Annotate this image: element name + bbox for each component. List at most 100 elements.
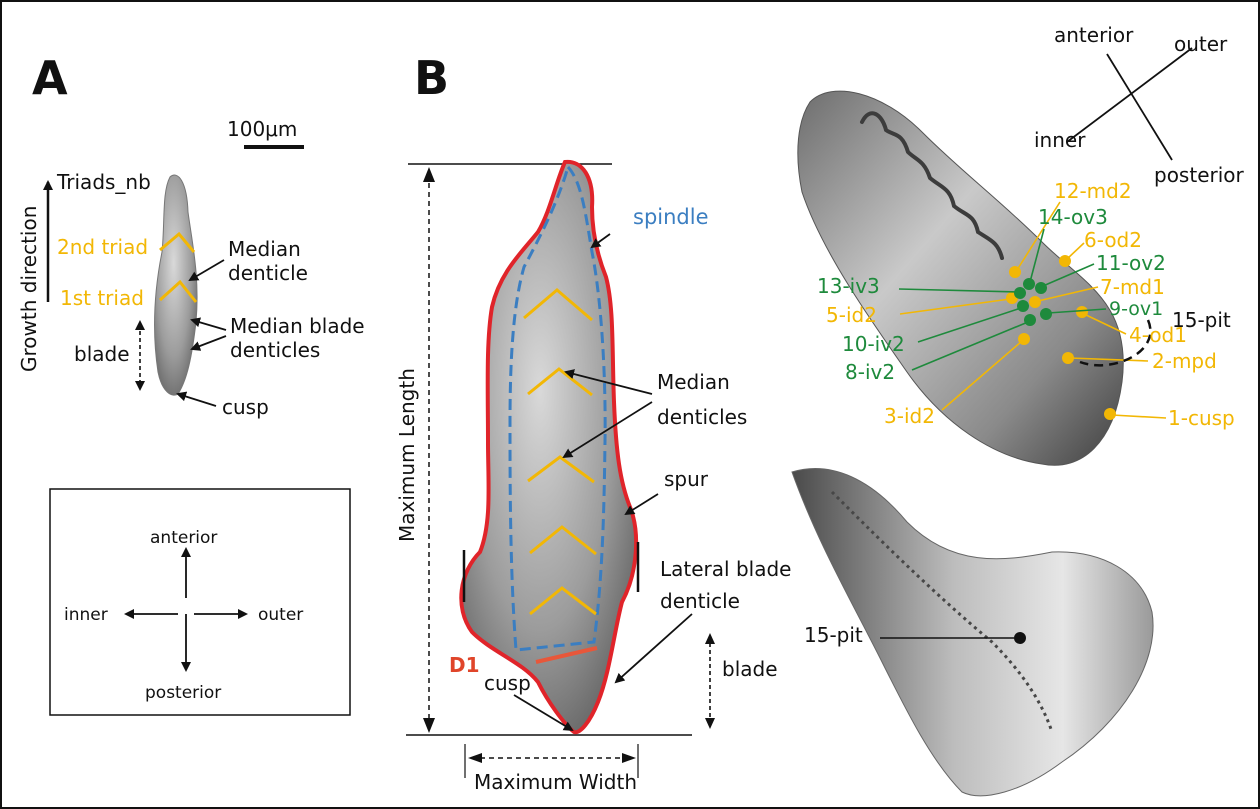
orientation-c-line-1 — [1066, 47, 1193, 143]
leader-14 — [1029, 228, 1045, 283]
landmark-point-14 — [1023, 278, 1035, 290]
max-width-arrowhead-left — [468, 753, 482, 763]
median-denticle-arrow — [188, 259, 225, 282]
lateral-blade-label-2: denticle — [660, 589, 740, 613]
median-denticles-label-2: denticles — [657, 405, 747, 429]
spur-label: spur — [664, 467, 709, 491]
median-blade-arrow-2 — [190, 335, 227, 351]
leader-1 — [1111, 414, 1167, 419]
element-b-image — [459, 159, 639, 735]
median-blade-arrow-1 — [190, 317, 227, 331]
landmark-point-10 — [1017, 300, 1029, 312]
scale-bar-label: 100μm — [227, 117, 297, 141]
landmark-label-2: 2-mpd — [1152, 349, 1217, 373]
median-denticle-label-1: Median — [228, 237, 301, 261]
blade-arrowhead-bottom-b — [705, 718, 715, 729]
orientation-c-outer: outer — [1174, 32, 1228, 56]
median-blade-label-1: Median blade — [230, 314, 365, 338]
orientation-anterior: anterior — [150, 528, 217, 548]
landmark-point-1 — [1104, 408, 1116, 420]
orientation-inner: inner — [64, 605, 108, 625]
landmark-label-8: 8-iv2 — [845, 360, 895, 384]
landmark-label-1: 1-cusp — [1168, 406, 1235, 430]
max-length-arrowhead-top — [423, 167, 435, 182]
landmark-label-11: 11-ov2 — [1096, 251, 1166, 275]
lateral-blade-label-1: Lateral blade — [660, 557, 791, 581]
max-width-arrowhead-right — [622, 753, 636, 763]
landmark-label-12: 12-md2 — [1054, 179, 1132, 203]
spindle-arrow — [590, 233, 611, 249]
leader-9 — [1047, 308, 1107, 314]
lower-denticle-ridge — [830, 490, 1054, 733]
triad-chevron-4 — [529, 525, 597, 556]
blade-label-a: blade — [74, 342, 130, 366]
landmark-label-10: 10-iv2 — [842, 332, 905, 356]
cusp-arrow-a — [176, 391, 217, 407]
leader-7 — [1037, 286, 1099, 302]
triad-1-chevron — [158, 279, 198, 303]
cusp-arrow-b — [513, 694, 574, 732]
spindle-label: spindle — [633, 205, 709, 229]
landmark-label-7: 7-md1 — [1100, 275, 1165, 299]
landmark-point-8 — [1024, 314, 1036, 326]
max-length-arrowhead-bottom — [423, 718, 435, 733]
landmark-point-13 — [1014, 287, 1026, 299]
cusp-label-b: cusp — [484, 671, 531, 695]
max-width-label: Maximum Width — [474, 770, 637, 794]
leader-6 — [1066, 242, 1085, 260]
landmark-point-9 — [1040, 308, 1052, 320]
lateral-blade-arrow — [614, 613, 693, 684]
leader-2 — [1069, 357, 1149, 362]
landmark-label-13: 13-iv3 — [817, 274, 880, 298]
max-length-label: Maximum Length — [395, 368, 419, 542]
second-triad-label: 2nd triad — [57, 235, 148, 259]
median-denticles-label-1: Median — [657, 370, 730, 394]
landmark-point-2 — [1062, 352, 1074, 364]
leader-11 — [1042, 263, 1095, 287]
blade-arrowhead-top-a — [135, 320, 145, 330]
median-denticle-label-2: denticle — [228, 261, 308, 285]
cusp-label-a: cusp — [222, 395, 269, 419]
landmark-label-6: 6-od2 — [1084, 228, 1142, 252]
growth-direction-label: Growth direction — [17, 206, 41, 372]
triad-chevron-3 — [527, 455, 595, 484]
leader-3 — [941, 340, 1023, 411]
landmark-label-15-upper: 15-pit — [1172, 308, 1231, 332]
pit-dashed-curve — [1079, 319, 1152, 367]
triad-chevron-5 — [529, 586, 597, 616]
median-blade-label-2: denticles — [230, 338, 320, 362]
orientation-c-anterior: anterior — [1054, 23, 1134, 47]
orientation-outer: outer — [258, 605, 303, 625]
pit-point — [1014, 632, 1026, 644]
orientation-c-inner: inner — [1034, 128, 1086, 152]
landmark-label-14: 14-ov3 — [1038, 205, 1108, 229]
leader-13 — [898, 288, 1019, 293]
spur-arrow — [624, 493, 659, 516]
landmark-label-15-lower: 15-pit — [804, 623, 863, 647]
upper-denticle-row — [860, 111, 1004, 260]
landmark-point-4 — [1076, 306, 1088, 318]
leader-5 — [899, 298, 1011, 315]
orientation-c-line-2 — [1106, 53, 1173, 161]
median-denticles-arrow-1 — [564, 369, 653, 395]
triad-chevron-2 — [527, 367, 593, 397]
orientation-box — [49, 488, 351, 716]
landmark-label-5: 5-id2 — [826, 303, 877, 327]
element-upper-image — [797, 90, 1124, 466]
landmark-point-11 — [1035, 282, 1047, 294]
landmark-label-3: 3-id2 — [884, 404, 935, 428]
landmark-label-4: 4-od1 — [1129, 323, 1187, 347]
leader-8 — [911, 321, 1029, 371]
first-triad-label: 1st triad — [60, 286, 144, 310]
leader-4 — [1083, 313, 1127, 335]
triads-nb-label: Triads_nb — [56, 170, 151, 194]
blade-label-b: blade — [722, 657, 778, 681]
median-denticles-arrow-2 — [562, 401, 653, 459]
landmark-point-7 — [1029, 296, 1041, 308]
panel-b-letter: B — [414, 51, 449, 105]
blade-arrowhead-bottom-a — [135, 381, 145, 391]
triad-2-chevron — [159, 231, 196, 253]
panel-a-letter: A — [32, 51, 68, 105]
